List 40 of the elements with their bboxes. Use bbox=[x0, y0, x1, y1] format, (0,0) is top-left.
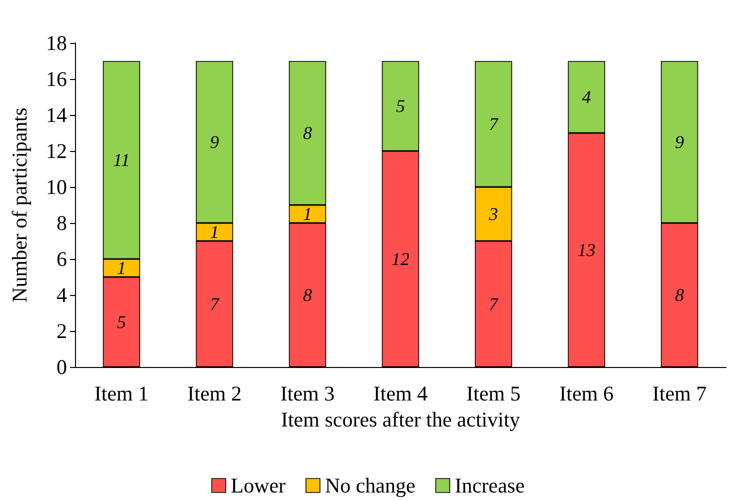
data-label: 8 bbox=[303, 285, 312, 305]
data-label: 9 bbox=[675, 132, 684, 152]
data-label: 9 bbox=[210, 132, 219, 152]
x-tick-label: Item 1 bbox=[94, 382, 149, 406]
data-label: 8 bbox=[675, 285, 684, 305]
y-tick-label: 8 bbox=[56, 211, 67, 235]
y-tick-label: 14 bbox=[46, 103, 68, 127]
y-tick-label: 10 bbox=[46, 175, 67, 199]
x-tick-label: Item 7 bbox=[652, 382, 707, 406]
data-label: 13 bbox=[578, 240, 596, 260]
data-label: 11 bbox=[113, 150, 130, 170]
y-tick-label: 18 bbox=[46, 31, 67, 55]
x-tick-label: Item 2 bbox=[187, 382, 242, 406]
data-label: 3 bbox=[488, 204, 498, 224]
x-tick-label: Item 3 bbox=[280, 382, 335, 406]
x-tick-label: Item 6 bbox=[559, 382, 614, 406]
data-label: 1 bbox=[117, 258, 126, 278]
x-tick-label: Item 5 bbox=[466, 382, 521, 406]
legend-label: Lower bbox=[230, 474, 286, 498]
data-label: 4 bbox=[582, 87, 591, 107]
legend-label: No change bbox=[324, 474, 416, 498]
data-label: 7 bbox=[489, 114, 499, 134]
y-tick-label: 2 bbox=[56, 319, 67, 343]
x-tick-label: Item 4 bbox=[373, 382, 428, 406]
legend-label: Increase bbox=[454, 474, 525, 498]
y-tick-label: 6 bbox=[56, 247, 67, 271]
y-tick-label: 12 bbox=[46, 139, 67, 163]
x-axis-title: Item scores after the activity bbox=[280, 407, 521, 432]
data-label: 8 bbox=[303, 123, 312, 143]
data-label: 7 bbox=[489, 294, 499, 314]
y-axis-title: Number of participants bbox=[8, 108, 32, 302]
data-label: 7 bbox=[210, 294, 220, 314]
y-tick-label: 4 bbox=[56, 283, 68, 307]
data-label: 1 bbox=[303, 204, 312, 224]
data-label: 5 bbox=[396, 96, 405, 116]
data-label: 1 bbox=[210, 222, 219, 242]
data-label: 12 bbox=[392, 249, 410, 269]
y-tick-label: 0 bbox=[56, 355, 67, 379]
y-tick-label: 16 bbox=[46, 67, 67, 91]
data-label: 5 bbox=[117, 312, 126, 332]
